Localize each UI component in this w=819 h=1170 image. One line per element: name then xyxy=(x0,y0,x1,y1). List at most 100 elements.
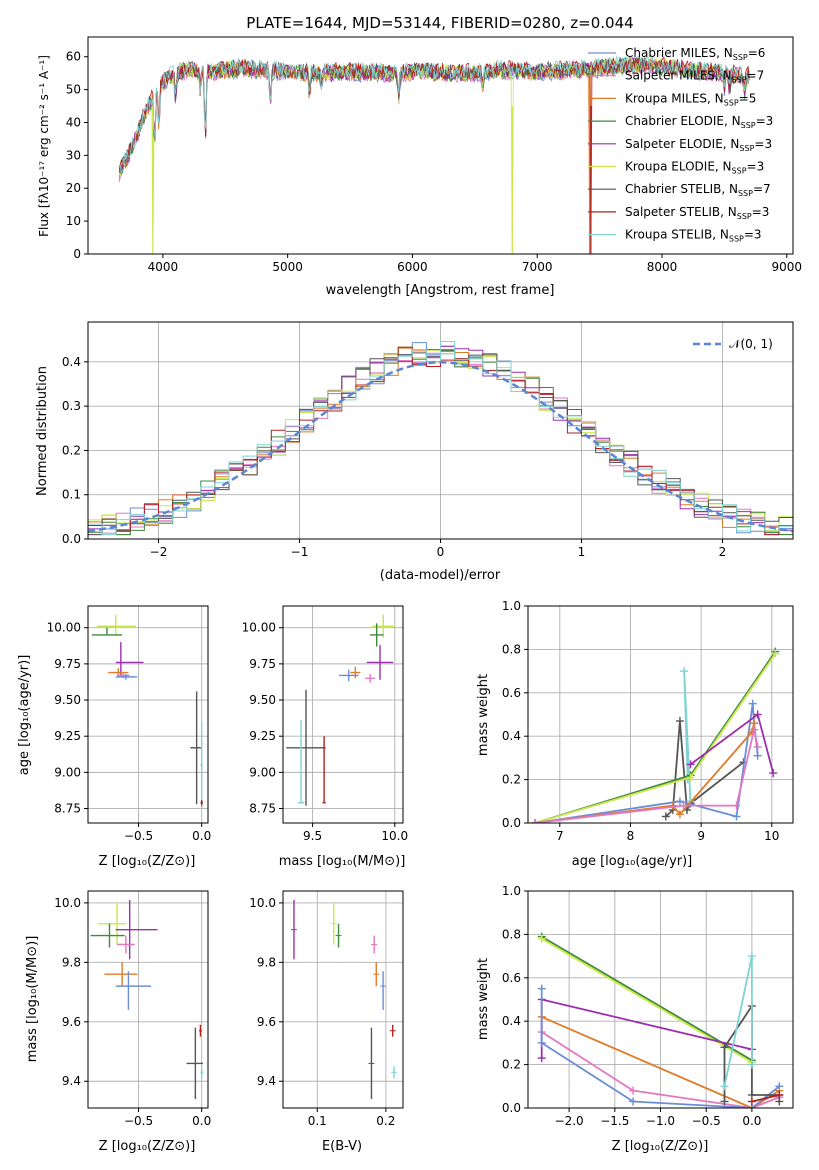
normal-legend-label: 𝒩(0, 1) xyxy=(729,337,773,351)
legend-label-kroupa_elodie: Kroupa ELODIE, NSSP=3 xyxy=(625,160,764,176)
series-salpeter_miles xyxy=(541,1031,780,1108)
axes-frame xyxy=(527,605,794,824)
y-tick-label: 8.75 xyxy=(249,802,276,816)
series-salpeter_elodie xyxy=(540,998,753,1059)
y-tick-label: 0.3 xyxy=(62,399,81,413)
x-tick-label: 0 xyxy=(437,545,445,559)
x-tick-label: 7 xyxy=(556,829,564,843)
series-chabrier_elodie xyxy=(541,935,753,1062)
x-tick-label: 10.0 xyxy=(381,829,408,843)
y-tick-label: 0.6 xyxy=(502,971,521,985)
series-chabrier_stelib xyxy=(665,720,745,818)
mw-z-xlabel: Z [log₁₀(Z/Z⊙)] xyxy=(612,1139,709,1154)
age-z-xlabel: Z [log₁₀(Z/Z⊙)] xyxy=(99,854,196,869)
y-tick-label: 0.2 xyxy=(502,773,521,787)
age-z-ylabel: age [log₁₀(age/yr)] xyxy=(17,655,32,776)
y-tick-label: 0.2 xyxy=(502,1058,521,1072)
residuals-ylabel: Normed distribution xyxy=(35,366,50,496)
mw-age-xlabel: age [log₁₀(age/yr)] xyxy=(572,854,693,869)
x-tick-label: 2 xyxy=(719,545,727,559)
axes-frame xyxy=(87,321,794,540)
x-tick-label: −1.5 xyxy=(600,1114,629,1128)
massweight_vs_age-lines xyxy=(531,647,780,823)
spectrum-ylabel: Flux [fλ10⁻¹⁷ erg cm⁻² s⁻¹ A⁻¹] xyxy=(37,55,51,237)
y-tick-label: 0.2 xyxy=(62,443,81,457)
y-tick-label: 0.4 xyxy=(62,355,81,369)
y-tick-label: 9.6 xyxy=(62,1015,81,1029)
histogram-kroupa_stelib xyxy=(88,341,793,536)
legend-label-salpeter_miles: Salpeter MILES, NSSP=7 xyxy=(625,69,764,85)
x-tick-label: −1.0 xyxy=(646,1114,675,1128)
y-tick-label: 9.8 xyxy=(257,955,276,969)
x-tick-label: 7000 xyxy=(522,260,553,274)
y-tick-label: 9.4 xyxy=(62,1074,81,1088)
age_vs_z-panel: −0.5 0.0 8.75 9.00 9.25 9.50 9.75 10.00 xyxy=(47,605,211,843)
spectrum-panel: 4000 5000 6000 7000 8000 9000 0 10 20 30 40 50 60 Cha… xyxy=(66,36,802,274)
mass_vs_ebv-points xyxy=(290,899,398,1100)
y-tick-label: 0.4 xyxy=(502,1014,521,1028)
x-tick-label: 8 xyxy=(627,829,635,843)
x-tick-label: 0.0 xyxy=(742,1114,761,1128)
y-tick-label: 9.4 xyxy=(257,1074,276,1088)
x-tick-label: 9.5 xyxy=(303,829,322,843)
axes-frame xyxy=(527,890,794,1109)
x-tick-label: −0.5 xyxy=(124,1114,153,1128)
mass_vs_z-points xyxy=(90,899,203,1100)
y-tick-label: 0.0 xyxy=(62,532,81,546)
age-mass-xlabel: mass [log₁₀(M/M⊙)] xyxy=(279,854,406,869)
y-tick-label: 20 xyxy=(66,181,81,195)
x-tick-label: 4000 xyxy=(148,260,179,274)
y-tick-label: 9.00 xyxy=(54,765,81,779)
massweight_vs_age-panel: 7 8 9 10 0.0 0.2 0.4 0.6 0.8 1.0 xyxy=(502,599,794,843)
y-tick-label: 9.25 xyxy=(249,729,276,743)
massweight_vs_z-lines xyxy=(537,932,784,1108)
massweight_vs_z-panel: −2.0 −1.5 −1.0 −0.5 0.0 0.0 0.2 0.4 0.6 0.8 1.0 xyxy=(502,884,794,1128)
y-tick-label: 1.0 xyxy=(502,884,521,898)
y-tick-label: 0.6 xyxy=(502,686,521,700)
y-tick-label: 10.00 xyxy=(47,621,81,635)
y-tick-label: 9.8 xyxy=(62,955,81,969)
residuals-panel: −2 −1 0 1 2 0.0 0.1 0.2 0.3 0.4 𝒩(0, 1) xyxy=(62,321,794,559)
x-tick-label: 1 xyxy=(578,545,586,559)
x-tick-label: −2.0 xyxy=(555,1114,584,1128)
y-tick-label: 0.8 xyxy=(502,642,521,656)
axes-frame xyxy=(87,890,209,1109)
y-tick-label: 10 xyxy=(66,214,81,228)
spectrum-lines xyxy=(118,54,750,254)
y-tick-label: 9.75 xyxy=(249,657,276,671)
legend-label-salpeter_elodie: Salpeter ELODIE, NSSP=3 xyxy=(625,137,772,153)
y-tick-label: 0.4 xyxy=(502,729,521,743)
axes-frame xyxy=(282,890,404,1109)
y-tick-label: 9.00 xyxy=(249,765,276,779)
y-tick-label: 60 xyxy=(66,50,81,64)
y-tick-label: 1.0 xyxy=(502,599,521,613)
x-tick-label: 0.0 xyxy=(192,1114,211,1128)
series-kroupa_elodie xyxy=(541,937,753,1064)
spectrum-series-kroupa_stelib xyxy=(118,54,750,174)
y-tick-label: 30 xyxy=(66,148,81,162)
legend-label-kroupa_miles: Kroupa MILES, NSSP=5 xyxy=(625,91,756,107)
histograms xyxy=(88,341,793,536)
x-tick-label: −0.5 xyxy=(692,1114,721,1128)
mass-ebv-xlabel: E(B-V) xyxy=(322,1139,362,1154)
y-tick-label: 9.50 xyxy=(249,693,276,707)
x-tick-label: 0.1 xyxy=(308,1114,327,1128)
series-salpeter_stelib xyxy=(751,1094,780,1103)
age_vs_mass-points xyxy=(286,614,395,806)
y-tick-label: 40 xyxy=(66,115,81,129)
x-tick-label: 0.0 xyxy=(192,829,211,843)
y-tick-label: 0.0 xyxy=(502,1101,521,1115)
mass_vs_z-panel: −0.5 0.0 9.4 9.6 9.8 10.0 xyxy=(54,890,211,1128)
legend-label-chabrier_miles: Chabrier MILES, NSSP=6 xyxy=(625,46,765,62)
x-tick-label: 9000 xyxy=(771,260,802,274)
x-tick-label: −0.5 xyxy=(124,829,153,843)
y-tick-label: 50 xyxy=(66,83,81,97)
y-tick-label: 10.0 xyxy=(249,896,276,910)
mass_vs_ebv-panel: 0.1 0.2 9.4 9.6 9.8 10.0 xyxy=(249,890,404,1128)
x-tick-label: −2 xyxy=(150,545,168,559)
axes-frame xyxy=(87,36,794,255)
x-tick-label: 8000 xyxy=(647,260,678,274)
series-salpeter_elodie xyxy=(689,712,775,774)
legend-label-chabrier_elodie: Chabrier ELODIE, NSSP=3 xyxy=(625,114,773,130)
